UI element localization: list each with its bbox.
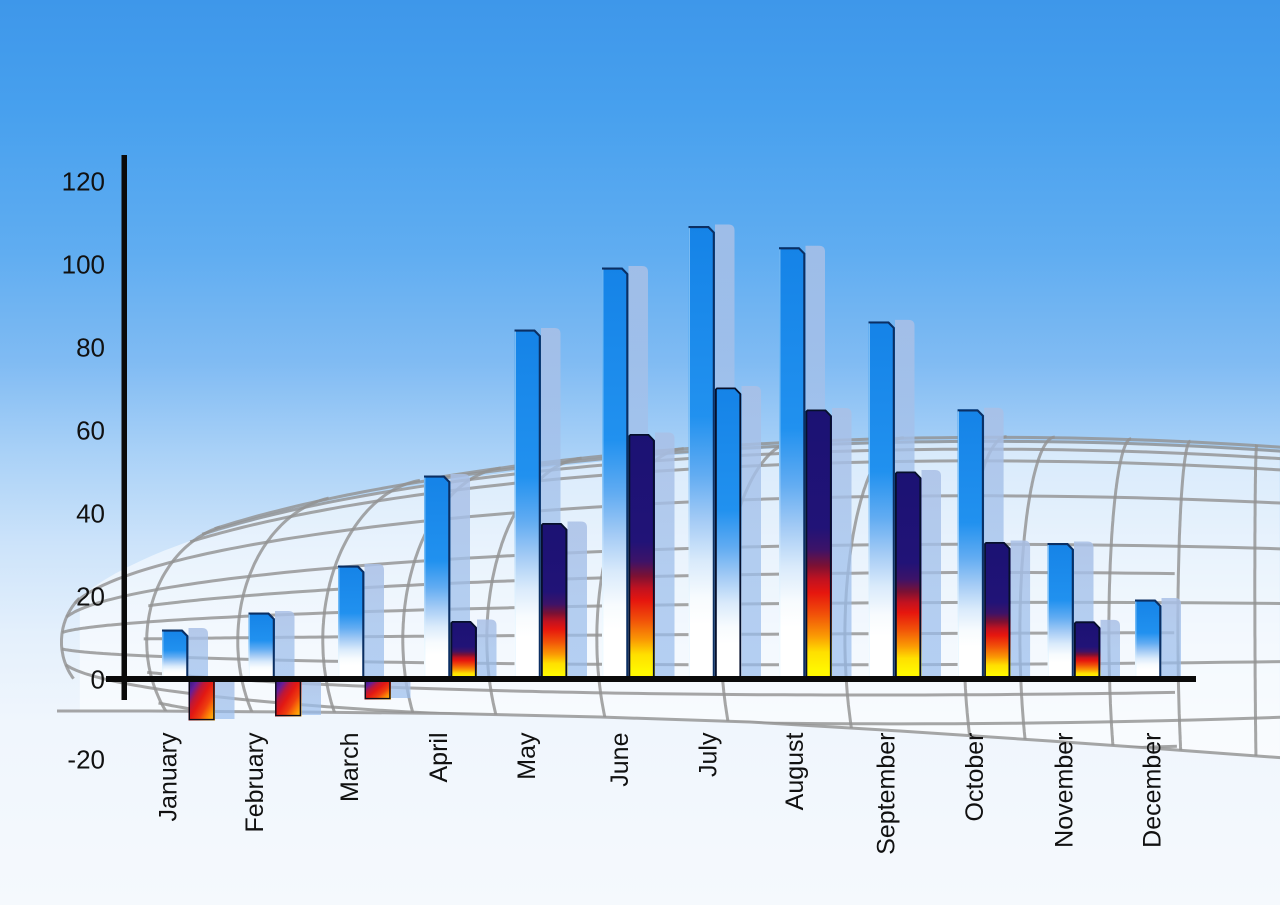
svg-text:October: October bbox=[961, 733, 989, 822]
svg-text:March: March bbox=[336, 733, 364, 802]
svg-text:November: November bbox=[1050, 733, 1078, 848]
svg-text:80: 80 bbox=[76, 332, 105, 362]
svg-text:February: February bbox=[241, 732, 269, 833]
svg-text:April: April bbox=[425, 733, 453, 783]
svg-text:July: July bbox=[694, 732, 722, 777]
svg-text:40: 40 bbox=[76, 498, 105, 528]
svg-text:September: September bbox=[873, 733, 901, 855]
svg-text:60: 60 bbox=[76, 415, 105, 445]
svg-text:June: June bbox=[606, 733, 634, 787]
svg-text:100: 100 bbox=[62, 249, 105, 279]
svg-text:0: 0 bbox=[91, 664, 105, 694]
svg-text:20: 20 bbox=[76, 581, 105, 611]
svg-text:-20: -20 bbox=[67, 744, 105, 774]
svg-text:January: January bbox=[154, 732, 182, 821]
svg-text:May: May bbox=[513, 732, 541, 780]
svg-text:December: December bbox=[1139, 733, 1167, 848]
svg-text:120: 120 bbox=[62, 166, 105, 196]
svg-text:August: August bbox=[781, 732, 809, 810]
